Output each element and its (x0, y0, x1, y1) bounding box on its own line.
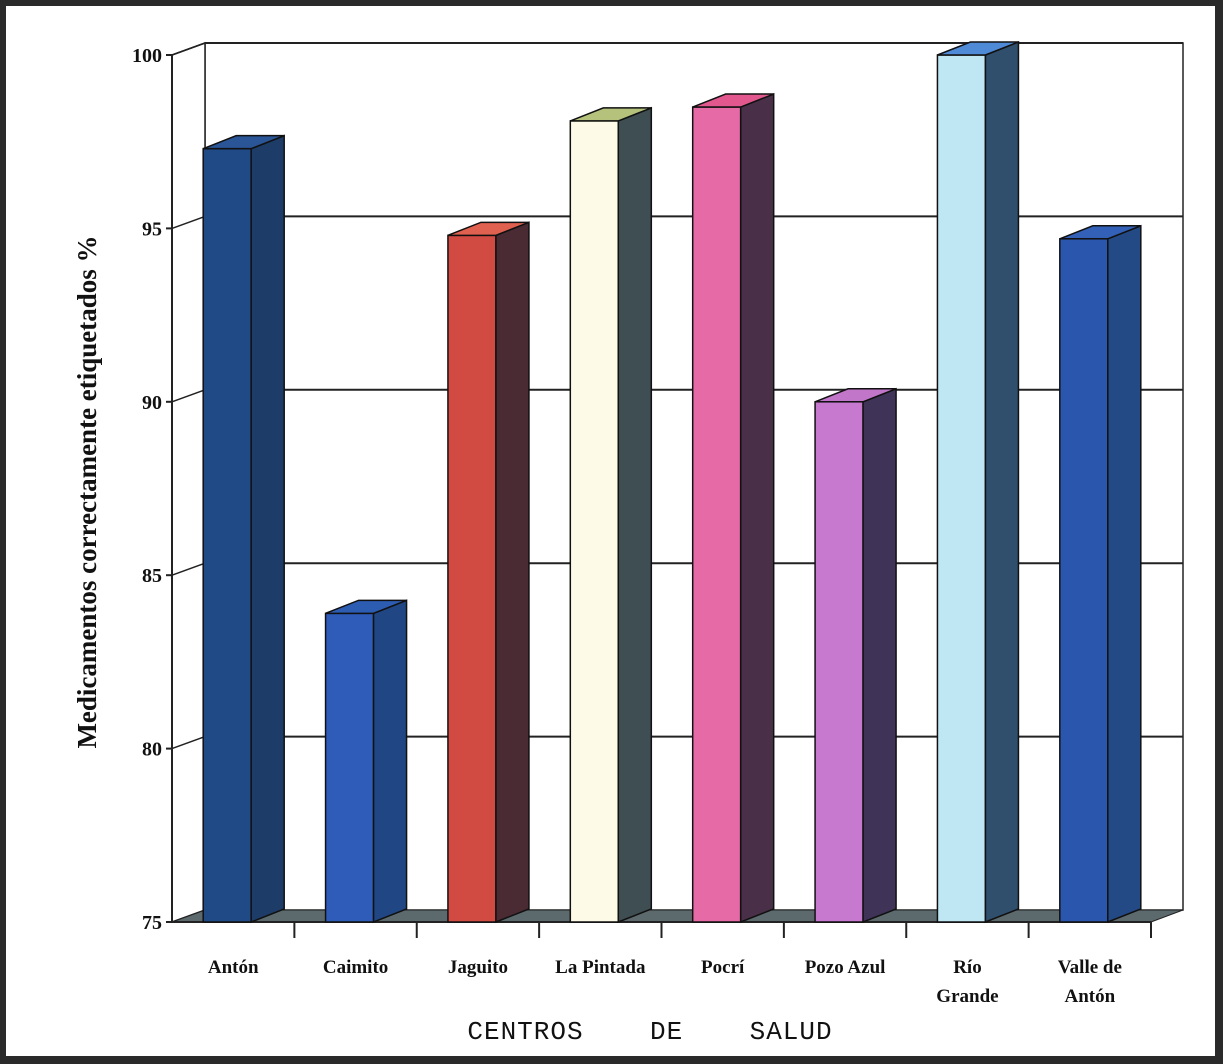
bar-front (814, 401, 864, 923)
bar-front (691, 106, 742, 923)
y-tick-label: 90 (142, 392, 162, 414)
bar-top (202, 134, 285, 150)
bar-front (202, 147, 252, 923)
bar-front (324, 612, 375, 923)
labels: 75 80 85 90 95 100 Antón Caimito Jaguito La Pinta… (132, 45, 1122, 1007)
bar (936, 40, 1020, 924)
y-tick-label: 100 (132, 45, 162, 67)
x-tick-label: Grande (936, 986, 998, 1007)
bar-side (495, 221, 530, 924)
bar-top (447, 221, 530, 237)
x-tick-label: Caimito (323, 957, 388, 978)
x-tick-label: Pocrí (701, 957, 745, 978)
x-tick-label: Valle de (1058, 957, 1122, 978)
gridline-side (171, 42, 206, 56)
x-tick-label: La Pintada (555, 957, 646, 978)
bar-side (372, 599, 408, 924)
bar-side (984, 40, 1020, 924)
bar-side (862, 387, 897, 924)
x-tick-label: Río (953, 957, 982, 978)
gridline-side (171, 215, 206, 230)
gridline-side (171, 389, 206, 403)
y-tick-label: 80 (142, 739, 162, 761)
gridline-side (171, 562, 206, 576)
bar-front (936, 54, 987, 923)
x-tick-label: Jaguito (448, 957, 508, 978)
side-wall (171, 41, 206, 924)
y-tick-label: 95 (142, 218, 162, 240)
bar (814, 387, 897, 924)
x-axis-label: CENTROS DE SALUD (467, 1017, 832, 1047)
x-tick-label: Antón (1064, 986, 1115, 1007)
bar (569, 106, 653, 924)
bar-side (739, 92, 775, 924)
bar (324, 599, 408, 924)
bar-side (617, 106, 653, 924)
bar-top (325, 599, 407, 615)
bar-top (570, 107, 652, 122)
gridlines (171, 41, 1184, 924)
bar-front (447, 234, 497, 923)
gridline-side (171, 735, 206, 750)
bar (447, 221, 530, 924)
bar-front (569, 120, 620, 923)
bar-front (1059, 238, 1109, 923)
bar-top (692, 93, 774, 108)
x-tick-label: Pozo Azul (805, 957, 886, 978)
y-axis-label: Medicamentos correctamente etiquetados % (72, 235, 102, 748)
bar-top (814, 388, 897, 403)
y-tick-label: 85 (142, 565, 162, 587)
bar-top (937, 41, 1019, 56)
y-tick-label: 75 (142, 912, 162, 934)
floor (171, 909, 1184, 923)
bar-side (1107, 224, 1142, 924)
x-tick-label: Antón (208, 957, 259, 978)
bar (691, 92, 775, 924)
bar (1059, 224, 1142, 924)
bar-side (250, 134, 285, 924)
bar (202, 134, 285, 924)
bar-top (1059, 225, 1142, 240)
bars (202, 40, 1142, 924)
